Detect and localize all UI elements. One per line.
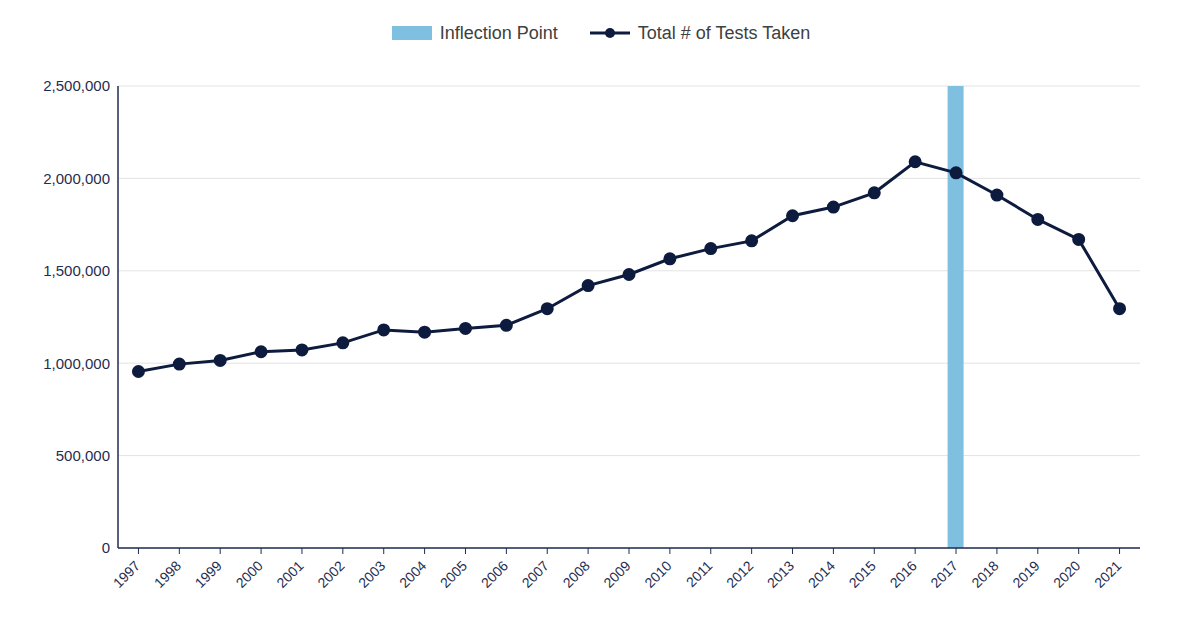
svg-text:2005: 2005 xyxy=(437,557,470,590)
svg-text:2008: 2008 xyxy=(560,557,593,590)
svg-text:2011: 2011 xyxy=(683,557,716,590)
svg-text:2013: 2013 xyxy=(764,557,797,590)
svg-text:1997: 1997 xyxy=(110,557,143,590)
html-text:Total # of Tests Taken: Total # of Tests Taken xyxy=(637,22,811,43)
svg-text:2006: 2006 xyxy=(478,557,511,590)
svg-text:2014: 2014 xyxy=(805,557,838,590)
svg-text:2009: 2009 xyxy=(600,557,633,590)
svg-text:2,500,000: 2,500,000 xyxy=(43,77,110,94)
svg-text:2018: 2018 xyxy=(968,557,1001,590)
svg-text:1998: 1998 xyxy=(151,557,184,590)
svg-text:2000: 2000 xyxy=(232,557,265,590)
svg-text:2020: 2020 xyxy=(1050,557,1083,590)
html-text:Inflection Point: Inflection Point xyxy=(439,22,558,43)
svg-text:2015: 2015 xyxy=(846,557,879,590)
svg-text:0: 0 xyxy=(102,539,110,556)
svg-text:2012: 2012 xyxy=(723,557,756,590)
svg-text:2002: 2002 xyxy=(314,557,347,590)
svg-text:2007: 2007 xyxy=(519,557,552,590)
svg-text:2010: 2010 xyxy=(641,557,674,590)
svg-text:2016: 2016 xyxy=(887,557,920,590)
svg-text:2,000,000: 2,000,000 xyxy=(43,170,110,187)
svg-text:2004: 2004 xyxy=(396,557,429,590)
svg-text:1999: 1999 xyxy=(192,557,225,590)
svg-text:500,000: 500,000 xyxy=(56,447,110,464)
svg-text:1,000,000: 1,000,000 xyxy=(43,355,110,372)
svg-text:1,500,000: 1,500,000 xyxy=(43,262,110,279)
svg-text:2017: 2017 xyxy=(927,557,960,590)
svg-text:2021: 2021 xyxy=(1091,557,1124,590)
svg-text:2001: 2001 xyxy=(273,557,306,590)
svg-text:2019: 2019 xyxy=(1009,557,1042,590)
svg-text:2003: 2003 xyxy=(355,557,388,590)
